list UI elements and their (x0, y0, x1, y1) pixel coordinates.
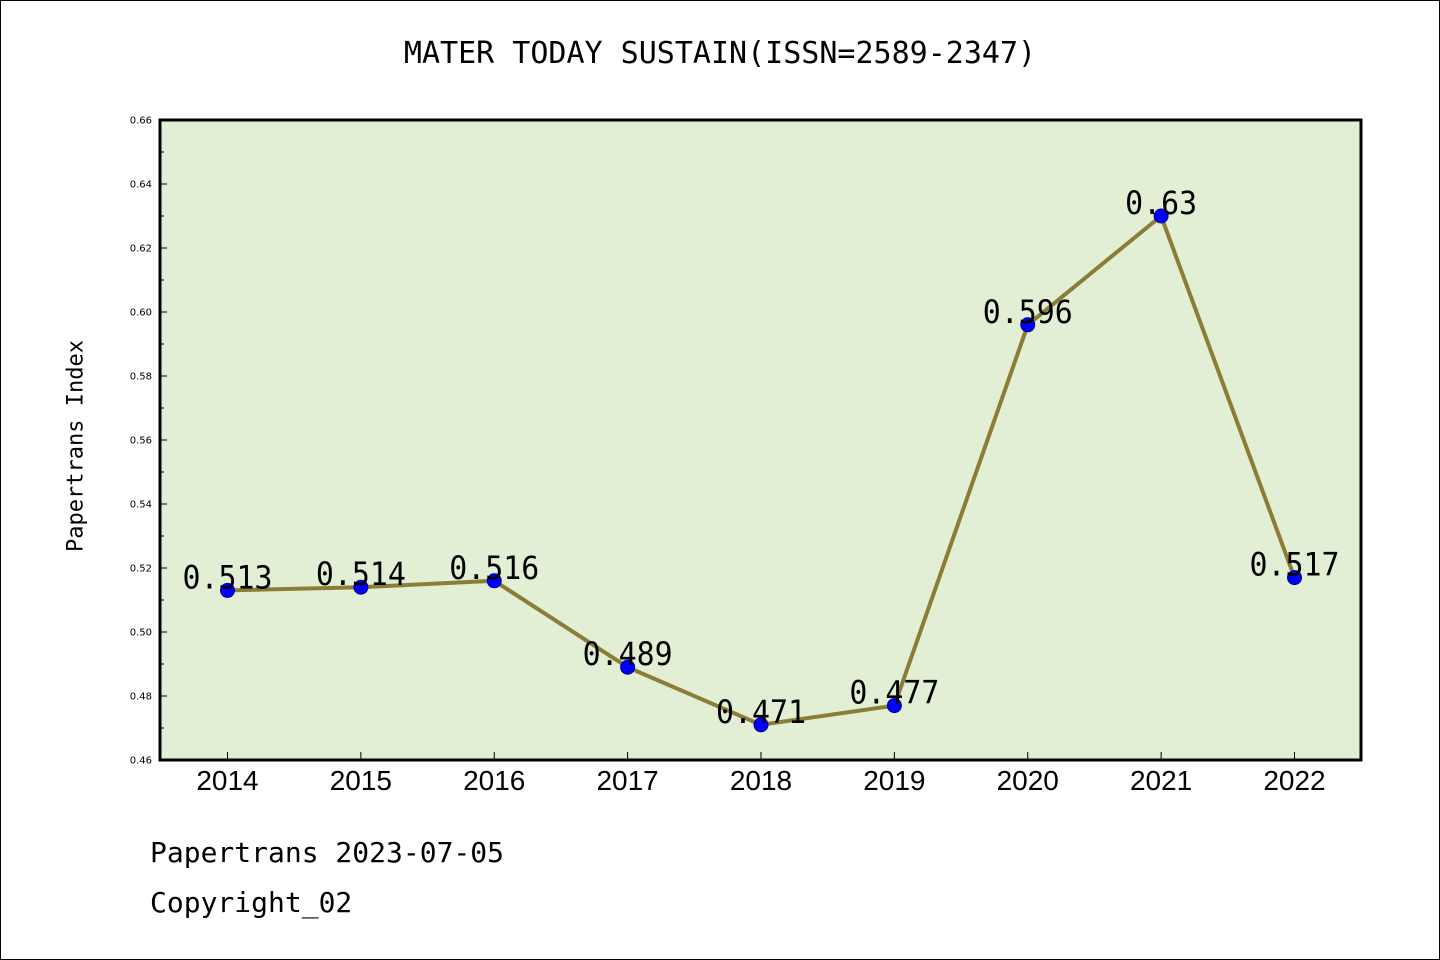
data-label: 0.489 (583, 635, 673, 673)
x-tick-label: 2017 (596, 765, 658, 796)
y-tick-label: 0.58 (130, 372, 152, 383)
x-tick-label: 2015 (330, 765, 392, 796)
data-label: 0.596 (983, 293, 1073, 331)
series-markers (220, 208, 1302, 733)
data-point (486, 573, 502, 589)
plot-area (158, 118, 1363, 762)
y-tick-label: 0.60 (130, 308, 152, 319)
data-point (620, 659, 636, 675)
data-label: 0.63 (1125, 184, 1197, 222)
x-axis: 2014 2015 2016 2017 2018 2019 2020 2021 2022 (196, 752, 1326, 796)
data-point (1153, 208, 1169, 224)
y-tick-label: 0.56 (130, 436, 152, 447)
data-point (353, 579, 369, 595)
data-label: 0.471 (716, 693, 806, 731)
x-tick-label: 2022 (1263, 765, 1325, 796)
y-tick-label: 0.46 (130, 756, 152, 767)
y-tick-label: 0.66 (130, 116, 152, 127)
footer-copyright: Copyright_02 (150, 886, 353, 919)
data-label: 0.477 (849, 674, 939, 712)
data-point (220, 582, 235, 598)
data-point (886, 698, 902, 714)
y-tick-label: 0.62 (130, 244, 152, 255)
data-label: 0.517 (1250, 546, 1340, 584)
data-labels: 0.513 0.514 0.516 0.489 0.471 0.477 0.596 0.63 0… (183, 184, 1340, 731)
data-point (1287, 570, 1302, 586)
x-tick-label: 2014 (196, 765, 258, 796)
x-tick-label: 2020 (997, 765, 1059, 796)
x-tick-label: 2021 (1130, 765, 1192, 796)
x-tick-label: 2016 (463, 765, 525, 796)
y-tick-label: 0.52 (130, 564, 152, 575)
y-tick-label: 0.54 (130, 500, 152, 511)
footer-date: Papertrans 2023-07-05 (150, 836, 505, 869)
y-tick-label: 0.48 (130, 692, 152, 703)
y-tick-label: 0.64 (130, 180, 152, 191)
data-label: 0.513 (183, 558, 273, 596)
x-tick-label: 2019 (863, 765, 925, 796)
data-label: 0.516 (449, 549, 539, 587)
y-axis: 0.46 0.48 0.50 0.52 0.54 0.56 0.58 0.60 0.62 0.64… (130, 116, 167, 767)
data-point (1020, 317, 1036, 333)
x-tick-label: 2018 (730, 765, 792, 796)
data-point (753, 717, 769, 733)
chart-title: MATER TODAY SUSTAIN(ISSN=2589-2347) (403, 36, 1037, 71)
data-label: 0.514 (316, 555, 406, 593)
y-tick-label: 0.50 (130, 628, 152, 639)
